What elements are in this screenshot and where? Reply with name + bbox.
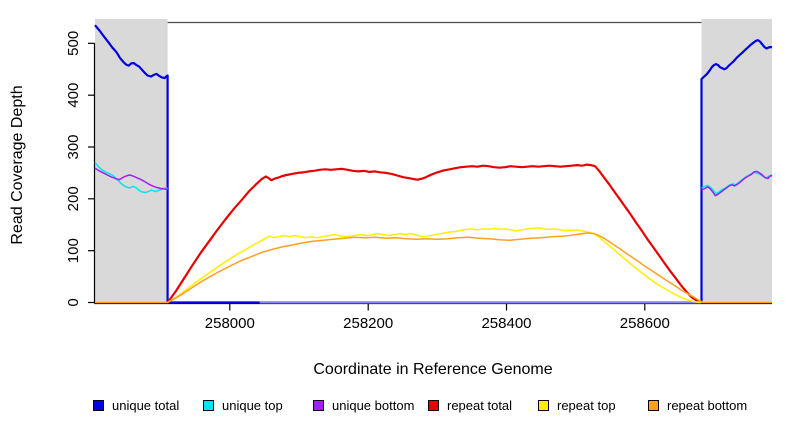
y-tick-label: 0: [65, 298, 82, 306]
series-repeat-top: [167, 227, 702, 304]
series-unique-bottom: [701, 170, 773, 197]
series-unique-top: [701, 171, 773, 195]
x-tick-label: 258400: [481, 315, 531, 332]
series-repeat-total: [166, 163, 702, 304]
y-tick-label: 200: [65, 186, 82, 211]
x-axis-title: Coordinate in Reference Genome: [313, 361, 553, 378]
x-tick-label: 258600: [620, 315, 670, 332]
x-tick-label: 258200: [343, 315, 393, 332]
y-tick-label: 300: [65, 134, 82, 159]
y-axis-title: Read Coverage Depth: [9, 85, 26, 245]
x-tick-label: 258000: [205, 315, 255, 332]
series-unique-bottom: [94, 167, 168, 191]
series-repeat-bottom: [95, 232, 772, 304]
series-unique-top: [94, 162, 168, 194]
series-unique-total: [94, 24, 773, 304]
y-tick-label: 400: [65, 83, 82, 108]
shaded-region: [95, 19, 168, 303]
shaded-region: [701, 19, 772, 303]
y-tick-label: 100: [65, 238, 82, 263]
y-tick-label: 500: [65, 31, 82, 56]
